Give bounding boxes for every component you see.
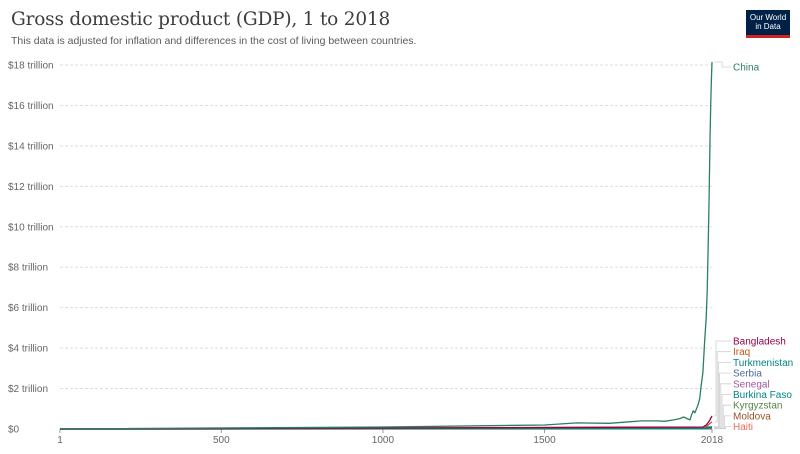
y-tick-label: $2 trillion [8, 384, 48, 395]
y-tick-label: $6 trillion [8, 303, 48, 314]
y-tick-label: $0 [8, 425, 20, 436]
legend-label-china[interactable]: China [733, 63, 760, 74]
legend-label-burkina-faso[interactable]: Burkina Faso [733, 390, 792, 401]
x-tick-label: 2018 [701, 435, 724, 446]
legend-connector [714, 340, 731, 417]
logo-line-2: in Data [755, 22, 781, 31]
x-axis-tick-labels: 1 500 1000 1500 2018 [57, 429, 724, 446]
legend-label-serbia[interactable]: Serbia [733, 369, 762, 380]
series-line-china[interactable] [59, 61, 713, 430]
y-tick-label: $14 trillion [8, 141, 54, 152]
x-tick-label: 1 [57, 435, 63, 446]
legend-connector [714, 383, 731, 429]
legend-label-turkmenistan[interactable]: Turkmenistan [733, 358, 793, 369]
y-tick-label: $18 trillion [8, 61, 54, 72]
legend-label-moldova[interactable]: Moldova [733, 411, 771, 422]
grid-lines [60, 64, 712, 430]
series-lines [59, 61, 713, 430]
x-tick-label: 500 [213, 435, 230, 446]
x-tick-label: 1500 [533, 435, 556, 446]
legend-label-kyrgyzstan[interactable]: Kyrgyzstan [733, 401, 782, 412]
legend-connector [714, 61, 731, 68]
y-axis-tick-labels: $0 $2 trillion $4 trillion $6 trillion $8 tr… [8, 61, 54, 436]
legend-label-haiti[interactable]: Haiti [733, 422, 753, 433]
series-line-bangladesh[interactable] [59, 415, 713, 430]
chart-subtitle: This data is adjusted for inflation and … [11, 35, 417, 47]
legend-label-senegal[interactable]: Senegal [733, 379, 770, 390]
legend-labels: China BangladeshIraqTurkmenistanSerbiaSen… [714, 61, 793, 433]
legend-connector [714, 361, 731, 428]
y-tick-label: $8 trillion [8, 263, 48, 274]
owid-logo[interactable]: Our World in Data [746, 10, 790, 38]
legend-label-bangladesh[interactable]: Bangladesh [733, 337, 786, 348]
legend-connector [714, 372, 731, 428]
legend-connector [714, 404, 731, 430]
y-tick-label: $4 trillion [8, 344, 48, 355]
logo-line-1: Our World [749, 13, 787, 22]
legend-connector [714, 351, 731, 423]
chart-title: Gross domestic product (GDP), 1 to 2018 [11, 9, 391, 30]
legend-connector [714, 394, 731, 429]
legend-label-iraq[interactable]: Iraq [733, 347, 750, 358]
x-tick-label: 1000 [372, 435, 395, 446]
y-tick-label: $12 trillion [8, 182, 54, 193]
y-tick-label: $10 trillion [8, 222, 54, 233]
y-tick-label: $16 trillion [8, 101, 54, 112]
legend-connector [714, 426, 731, 430]
